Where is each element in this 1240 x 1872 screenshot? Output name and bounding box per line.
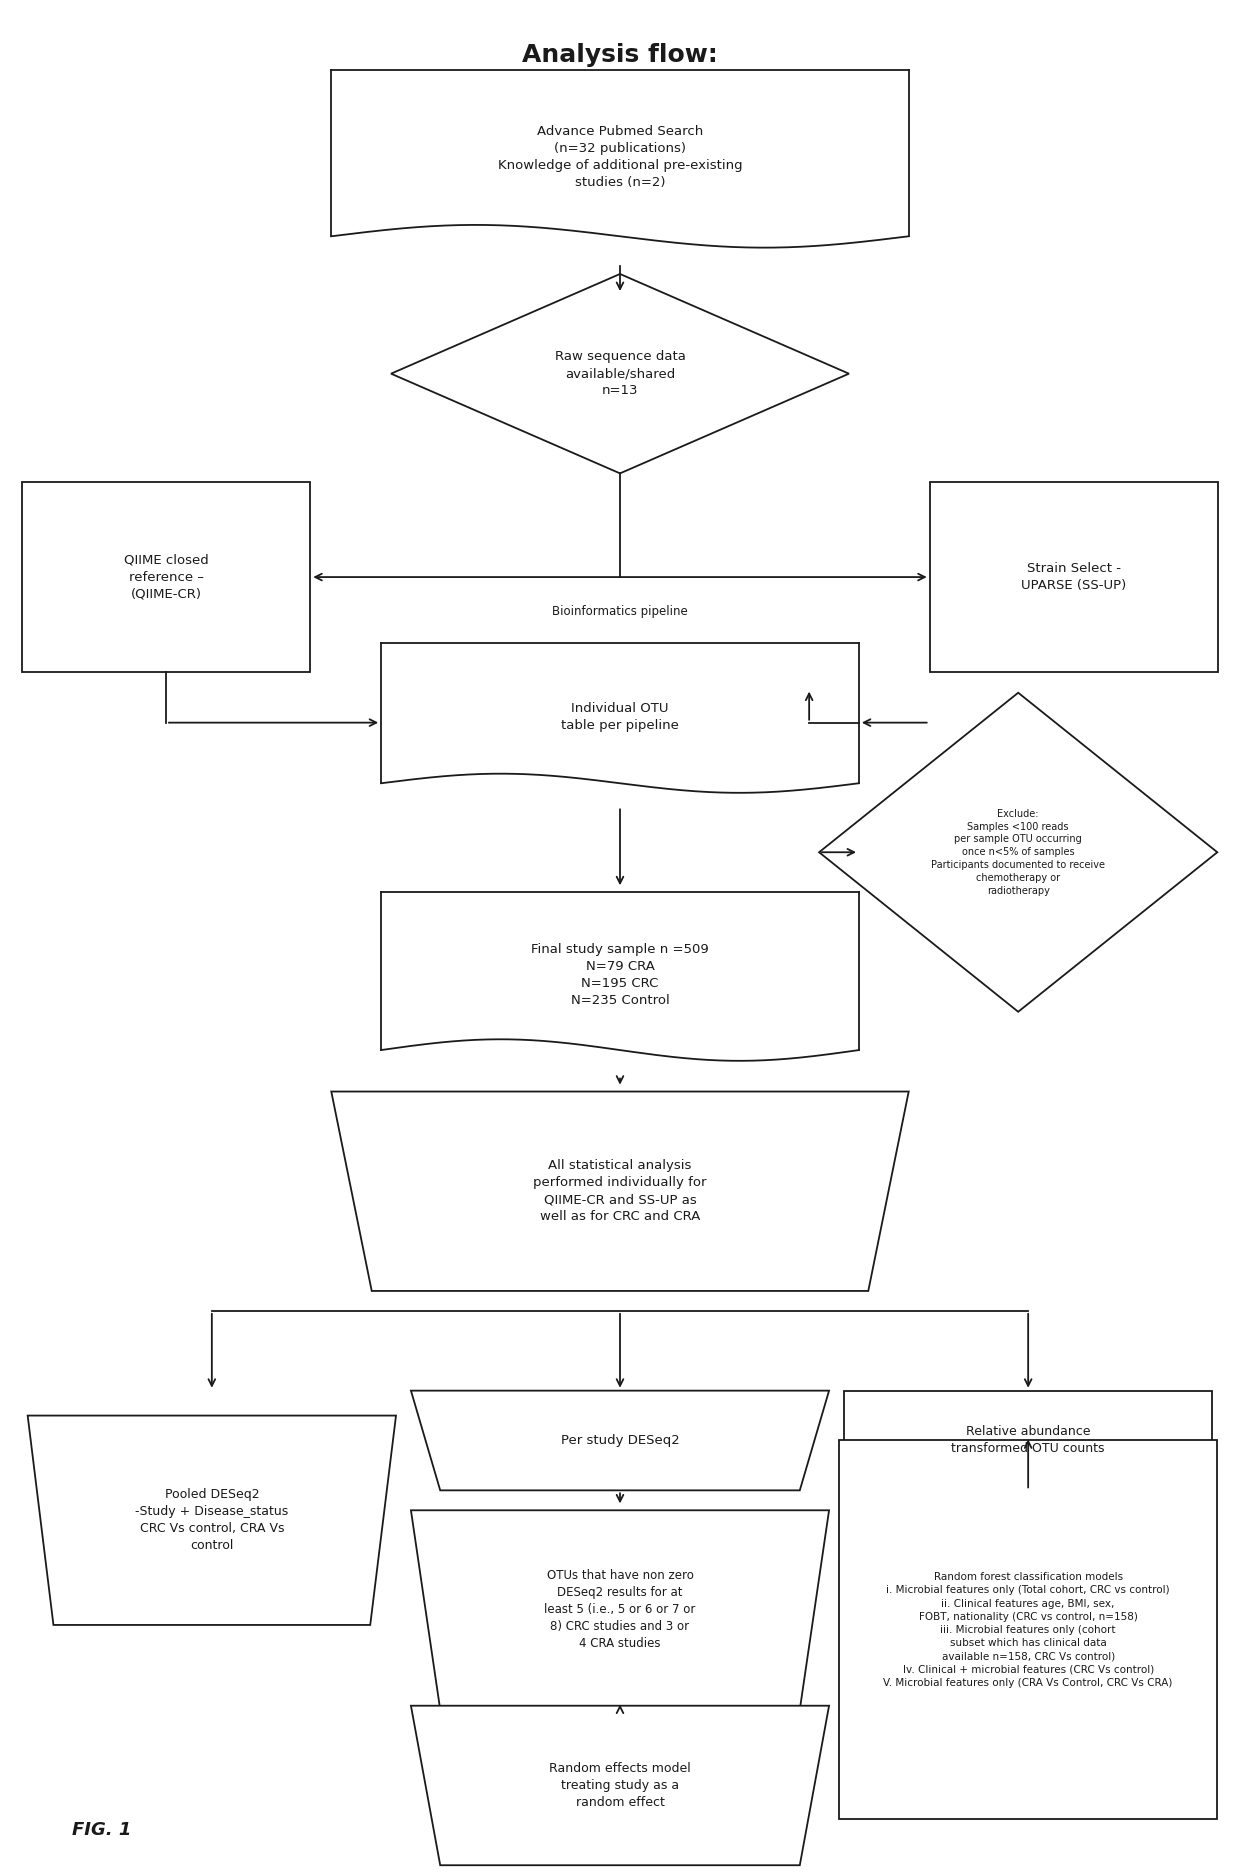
Text: Individual OTU
table per pipeline: Individual OTU table per pipeline xyxy=(560,702,680,732)
Bar xyxy=(331,69,909,236)
Bar xyxy=(381,642,859,782)
Text: Final study sample n =509
N=79 CRA
N=195 CRC
N=235 Control: Final study sample n =509 N=79 CRA N=195… xyxy=(531,943,709,1007)
Text: Random forest classification models
i. Microbial features only (Total cohort, CR: Random forest classification models i. M… xyxy=(883,1572,1173,1689)
Text: Exclude:
Samples <100 reads
per sample OTU occurring
once n<5% of samples
Partic: Exclude: Samples <100 reads per sample O… xyxy=(931,809,1105,895)
Text: Per study DESeq2: Per study DESeq2 xyxy=(560,1434,680,1447)
Polygon shape xyxy=(331,1091,909,1292)
Text: All statistical analysis
performed individually for
QIIME-CR and SS-UP as
well a: All statistical analysis performed indiv… xyxy=(533,1159,707,1222)
Polygon shape xyxy=(410,1391,830,1490)
Text: Raw sequence data
available/shared
n=13: Raw sequence data available/shared n=13 xyxy=(554,350,686,397)
Polygon shape xyxy=(410,1511,830,1709)
Text: QIIME closed
reference –
(QIIME-CR): QIIME closed reference – (QIIME-CR) xyxy=(124,554,208,601)
Text: Random effects model
treating study as a
random effect: Random effects model treating study as a… xyxy=(549,1762,691,1808)
Text: Bioinformatics pipeline: Bioinformatics pipeline xyxy=(552,605,688,618)
Text: Relative abundance
transformed OTU counts: Relative abundance transformed OTU count… xyxy=(951,1425,1105,1456)
Text: OTUs that have non zero
DESeq2 results for at
least 5 (i.e., 5 or 6 or 7 or
8) C: OTUs that have non zero DESeq2 results f… xyxy=(544,1569,696,1651)
Polygon shape xyxy=(391,273,849,474)
Bar xyxy=(930,483,1219,672)
Bar xyxy=(381,893,859,1050)
Polygon shape xyxy=(410,1705,830,1865)
Polygon shape xyxy=(820,693,1218,1011)
Bar xyxy=(844,1391,1213,1490)
Text: Strain Select -
UPARSE (SS-UP): Strain Select - UPARSE (SS-UP) xyxy=(1022,562,1127,592)
Bar xyxy=(839,1440,1218,1820)
Bar xyxy=(21,483,310,672)
Text: Pooled DESeq2
-Study + Disease_status
CRC Vs control, CRA Vs
control: Pooled DESeq2 -Study + Disease_status CR… xyxy=(135,1488,289,1552)
Polygon shape xyxy=(27,1415,396,1625)
Text: FIG. 1: FIG. 1 xyxy=(72,1821,131,1840)
Text: Advance Pubmed Search
(n=32 publications)
Knowledge of additional pre-existing
s: Advance Pubmed Search (n=32 publications… xyxy=(497,125,743,189)
Text: Analysis flow:: Analysis flow: xyxy=(522,43,718,67)
